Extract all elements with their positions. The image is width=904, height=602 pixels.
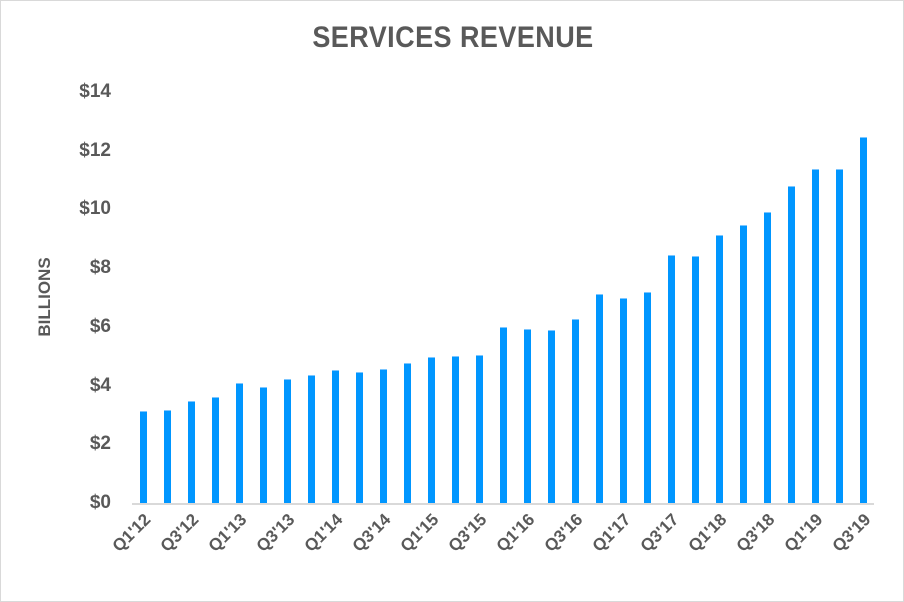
- bar-Q216: [548, 329, 555, 503]
- bar-Q317: [668, 254, 675, 503]
- bar-Q115: [428, 357, 435, 503]
- x-tick-label: Q3'14: [348, 509, 395, 556]
- y-tick-label: $8: [89, 257, 111, 279]
- bar-Q417: [692, 255, 699, 503]
- bar-Q316: [572, 318, 579, 503]
- x-tick-label: Q3'15: [444, 509, 491, 556]
- bar-Q413: [308, 375, 315, 503]
- x-tick-label: Q1'17: [588, 509, 635, 556]
- bar-Q319: [860, 137, 867, 503]
- bar-Q418: [788, 185, 795, 503]
- bar-Q218: [740, 224, 747, 503]
- y-tick-label: $2: [89, 433, 111, 455]
- bar-Q217: [644, 291, 651, 503]
- x-tick-label: Q1'14: [300, 509, 347, 556]
- x-tick-label: Q1'15: [396, 509, 443, 556]
- bar-Q213: [260, 387, 267, 503]
- x-tick-label: Q1'12: [108, 509, 155, 556]
- bar-Q117: [620, 297, 627, 503]
- bar-Q215: [452, 356, 459, 503]
- bar-Q312: [188, 401, 195, 503]
- chart-title: SERVICES REVENUE: [312, 21, 594, 54]
- y-tick-label: $6: [89, 315, 111, 337]
- bar-Q415: [500, 326, 507, 503]
- y-tick-label: $4: [89, 374, 111, 396]
- x-tick-label: Q1'16: [492, 509, 539, 556]
- y-tick-label: $14: [79, 81, 111, 102]
- bar-Q212: [164, 410, 171, 503]
- bar-Q112: [140, 411, 147, 503]
- bar-Q313: [284, 379, 291, 503]
- bar-Q315: [476, 355, 483, 503]
- bar-Q416: [596, 293, 603, 503]
- x-tick-label: Q3'16: [540, 509, 587, 556]
- x-tick-label: Q1'18: [684, 509, 731, 556]
- bar-Q113: [236, 383, 243, 503]
- x-axis-line: [132, 503, 874, 505]
- y-tick-label: $12: [79, 139, 111, 161]
- x-tick-label: Q1'13: [204, 509, 251, 556]
- bar-Q314: [380, 369, 387, 503]
- bar-Q318: [764, 211, 771, 503]
- x-tick-label: Q3'19: [828, 509, 875, 556]
- bar-Q412: [212, 396, 219, 503]
- x-tick-label: Q3'13: [252, 509, 299, 556]
- bar-Q114: [332, 370, 339, 503]
- bar-Q118: [716, 234, 723, 503]
- bar-Q116: [524, 328, 531, 503]
- y-tick-label: $10: [79, 198, 111, 220]
- bar-Q219: [836, 168, 843, 503]
- x-tick-label: Q1'19: [780, 509, 827, 556]
- bar-Q214: [356, 372, 363, 503]
- x-tick-label: Q3'17: [636, 509, 683, 556]
- bar-Q119: [812, 168, 819, 503]
- x-tick-label: Q3'18: [732, 509, 779, 556]
- y-tick-label: $0: [89, 492, 111, 513]
- bar-Q414: [404, 363, 411, 503]
- x-tick-label: Q3'12: [156, 509, 203, 556]
